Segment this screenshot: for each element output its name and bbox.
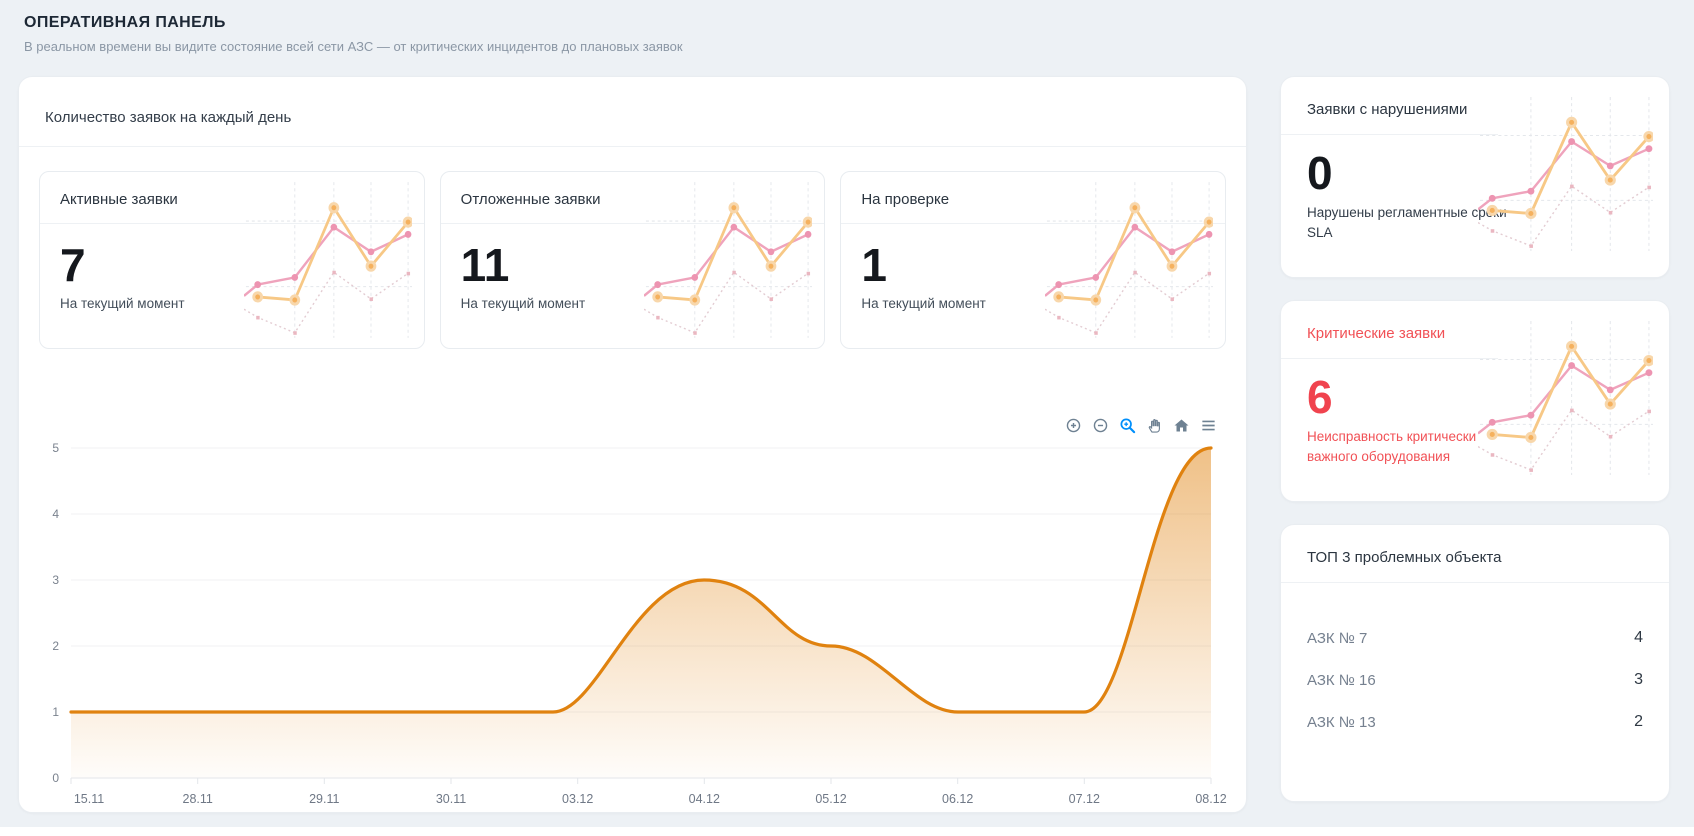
object-label: АЗК № 13 [1307,713,1376,731]
x-tick: 15.11 [74,792,104,806]
card-title: Заявки с нарушениями [1307,101,1468,118]
panel-title: Количество заявок на каждый день [19,77,1246,147]
card-title: Критические заявки [1307,325,1446,342]
kpi-sparkline-chart [1477,321,1655,475]
pan-hand-icon[interactable] [1144,415,1164,435]
stat-card-on-review: На проверке 1 На текущий момент [840,171,1227,349]
requests-per-day-panel: Количество заявок на каждый день Активны… [18,76,1247,813]
stat-card-active: Активные заявки 7 На текущий момент [39,171,425,349]
card-title: ТОП 3 проблемных объекта [1307,549,1502,566]
kpi-sparkline-chart [242,182,414,338]
stat-title: Активные заявки [40,172,424,224]
chart-toolbar [1063,415,1218,435]
stat-sparkline [1044,178,1215,342]
divider [1281,582,1669,583]
kpi-sparkline-chart [643,182,814,338]
kpi-sparkline-chart [1044,182,1215,338]
series-line [69,446,1213,714]
y-tick: 4 [52,507,59,521]
object-label: АЗК № 7 [1307,629,1368,647]
page-title: ОПЕРАТИВНАЯ ПАНЕЛЬ [24,14,226,31]
stat-value: 7 [60,239,86,291]
menu-icon[interactable] [1198,415,1218,435]
x-tick: 07.12 [1069,792,1100,806]
stat-sparkline [242,178,414,342]
y-tick: 5 [52,443,59,455]
stat-value: 11 [460,239,510,291]
violations-card: Заявки с нарушениями 0 Нарушены регламен… [1280,76,1670,278]
y-tick: 1 [52,705,59,719]
list-item-azk-7[interactable]: АЗК № 7 4 [1281,617,1669,659]
area-fill [71,448,1211,778]
y-tick: 0 [52,771,59,785]
zoom-out-icon[interactable] [1090,415,1110,435]
list-item-azk-13[interactable]: АЗК № 13 2 [1281,701,1669,743]
critical-requests-card: Критические заявки 6 Неисправность крити… [1280,300,1670,502]
x-tick: 05.12 [815,792,846,806]
y-tick: 3 [52,573,59,587]
y-tick: 2 [52,639,59,653]
card-caption: Нарушены регламентные сроки SLA [1307,205,1507,240]
x-tick: 29.11 [309,792,339,806]
stat-card-postponed: Отложенные заявки 11 На текущий момент [439,171,826,349]
x-tick: 04.12 [689,792,720,806]
stat-title: Отложенные заявки [440,172,825,224]
selection-zoom-icon[interactable] [1117,415,1137,435]
x-tick: 28.11 [183,792,213,806]
divider [1281,358,1499,359]
next-row-card-edge [0,827,1694,836]
list-item-azk-16[interactable]: АЗК № 16 3 [1281,659,1669,701]
card-value: 6 [1307,371,1333,423]
card-sparkline [1477,317,1655,479]
object-label: АЗК № 16 [1307,671,1376,689]
top-problem-objects-card: ТОП 3 проблемных объекта АЗК № 7 4 АЗК №… [1280,524,1670,802]
stat-title: На проверке [841,172,1226,224]
x-tick: 30.11 [436,792,466,806]
stat-caption: На текущий момент [60,296,185,311]
page-header: ОПЕРАТИВНАЯ ПАНЕЛЬ В реальном времени вы… [24,14,683,54]
stat-value: 1 [861,239,887,291]
divider [1281,134,1499,135]
zoom-in-icon[interactable] [1063,415,1083,435]
kpi-stats-row: Активные заявки 7 На текущий момент [19,147,1246,349]
card-value: 0 [1307,147,1333,199]
object-count: 4 [1634,629,1643,646]
object-count: 3 [1634,671,1643,688]
home-reset-icon[interactable] [1171,415,1191,435]
kpi-sparkline-chart [1477,97,1655,251]
area-chart-container: 5 4 3 2 1 0 15.11 28.11 29.11 30.11 03.1… [31,407,1236,806]
requests-area-chart[interactable]: 5 4 3 2 1 0 15.11 28.11 29.11 30.11 03.1… [31,443,1236,815]
object-count: 2 [1634,713,1643,730]
card-sparkline [1477,93,1655,255]
card-caption: Неисправность критически важного оборудо… [1307,429,1477,464]
x-tick: 08.12 [1195,792,1226,806]
stat-caption: На текущий момент [861,296,986,311]
x-tick: 06.12 [942,792,973,806]
top-objects-list: АЗК № 7 4 АЗК № 16 3 АЗК № 13 2 [1281,617,1669,743]
stat-caption: На текущий момент [460,296,586,311]
page-subtitle: В реальном времени вы видите состояние в… [24,39,683,54]
x-tick: 03.12 [562,792,593,806]
stat-sparkline [643,178,814,342]
